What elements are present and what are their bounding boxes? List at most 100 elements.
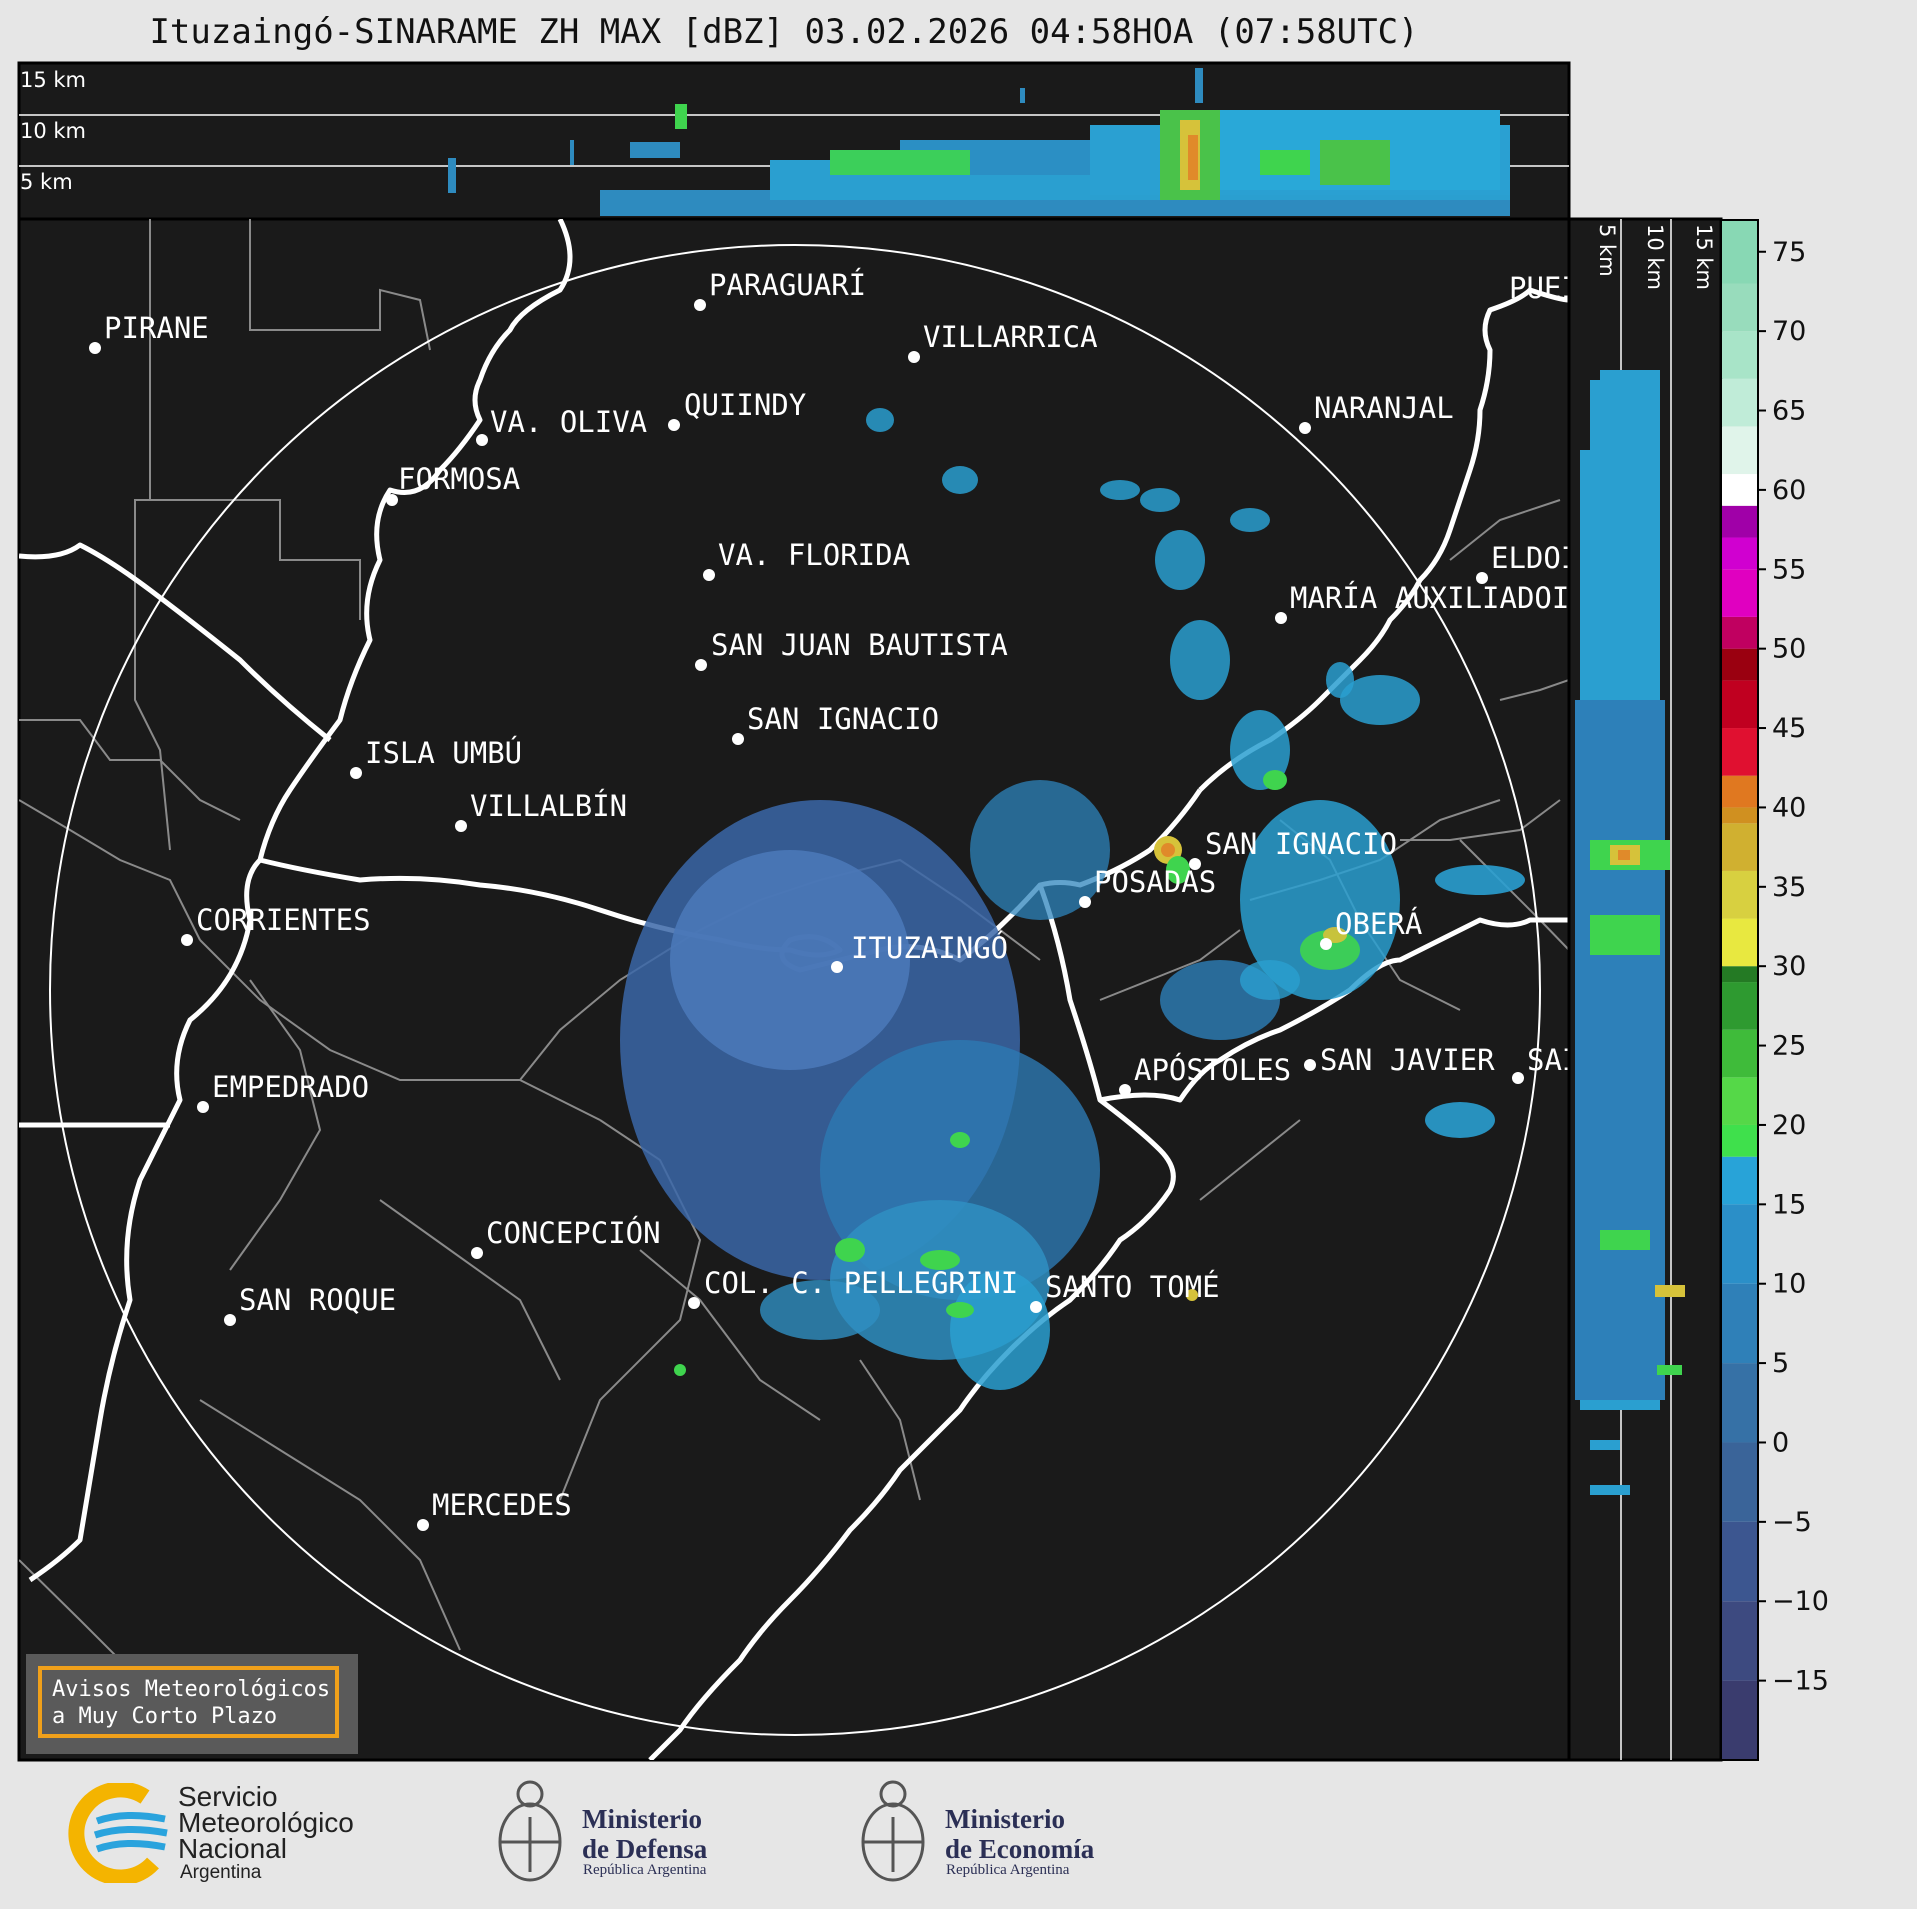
alerts-line-1: Avisos Meteorológicos [52, 1677, 331, 1702]
coat-of-arms-economia-icon [861, 1780, 925, 1882]
city-label: APÓSTOLES [1134, 1053, 1291, 1087]
city-label: SAI [1527, 1043, 1579, 1077]
colorbar-tick-label: 40 [1772, 792, 1806, 823]
colorbar-step [1721, 505, 1758, 538]
city-dot-col-c-pellegrini [688, 1297, 700, 1309]
colorbar-step [1721, 775, 1758, 808]
city-label: PUEI [1509, 271, 1579, 305]
alerts-button[interactable]: Avisos Meteorológicos a Muy Corto Plazo [38, 1666, 339, 1738]
city-label: PIRANE [104, 311, 209, 345]
city-label: ELDOI [1491, 541, 1578, 575]
colorbar-tick-label: 45 [1772, 713, 1806, 744]
city-markers [89, 299, 1524, 1531]
colorbar-tick-label: 10 [1772, 1269, 1806, 1300]
colorbar-tick-label: −15 [1772, 1666, 1829, 1697]
city-label: POSADAS [1094, 865, 1216, 899]
map-title: Ituzaingó-SINARAME ZH MAX [dBZ] 03.02.20… [149, 12, 1419, 52]
city-dot-eldorado [1476, 572, 1488, 584]
colorbar-step [1721, 1124, 1758, 1157]
city-label: CONCEPCIÓN [486, 1216, 661, 1250]
city-label: VA. FLORIDA [718, 538, 910, 572]
top-panel-echoes [448, 68, 1510, 216]
colorbar-tick-label: 25 [1772, 1031, 1806, 1062]
city-dot-villarrica [908, 351, 920, 363]
defensa-logo-text: Ministerio de Defensa [582, 1804, 707, 1864]
colorbar-tick-label: 65 [1772, 396, 1806, 427]
city-label: MERCEDES [432, 1488, 572, 1522]
city-label: QUIINDY [684, 388, 806, 422]
alerts-line-2: a Muy Corto Plazo [52, 1704, 278, 1729]
colorbar-step [1721, 220, 1758, 284]
colorbar-step [1721, 870, 1758, 919]
city-label: ITUZAINGÓ [851, 931, 1008, 965]
city-dot-apostoles [1119, 1084, 1131, 1096]
smn-logo-sub: Argentina [180, 1862, 262, 1883]
city-label: SAN ROQUE [239, 1283, 396, 1317]
city-dot-maria-auxiliadora [1275, 612, 1287, 624]
colorbar-tick-label: 5 [1772, 1348, 1789, 1379]
city-dot-mercedes [417, 1519, 429, 1531]
economia-line-1: Ministerio [945, 1804, 1065, 1834]
city-label: COL. C. PELLEGRINI [704, 1266, 1018, 1300]
colorbar-tick-label: 0 [1772, 1427, 1789, 1458]
city-dot-posadas [1079, 896, 1091, 908]
city-dot-san-ignacio-ar [1189, 858, 1201, 870]
city-label: NARANJAL [1314, 391, 1454, 425]
top-label-15km: 15 km [20, 68, 86, 92]
city-dot-villalbin [455, 820, 467, 832]
city-dot-san-vicente [1512, 1072, 1524, 1084]
colorbar-step [1721, 1680, 1758, 1760]
colorbar-tick-label: −5 [1772, 1507, 1812, 1538]
city-label: FORMOSA [398, 462, 520, 496]
city-dot-pirane [89, 342, 101, 354]
colorbar-step [1721, 807, 1758, 824]
city-dot-ituzaingo [831, 961, 843, 973]
colorbar-step [1721, 1029, 1758, 1078]
colorbar-steps [1721, 220, 1758, 1760]
city-dot-concepcion [471, 1247, 483, 1259]
radar-echoes [620, 408, 1525, 1390]
radar-range-ring [49, 244, 1541, 1736]
defensa-line-1: Ministerio [582, 1804, 702, 1834]
city-label: SAN IGNACIO [747, 702, 939, 736]
side-label-10km: 10 km [1643, 224, 1667, 290]
city-dot-san-ignacio-py [732, 733, 744, 745]
city-dot-isla-umbu [350, 767, 362, 779]
city-dot-paraguari [694, 299, 706, 311]
colorbar-tick-label: −10 [1772, 1586, 1829, 1617]
side-vertical-section: 5 km 10 km 15 km [1567, 217, 1723, 1762]
colorbar-step [1721, 474, 1758, 506]
colorbar-step [1721, 1283, 1758, 1364]
city-label: SANTO TOMÉ [1045, 1270, 1220, 1304]
city-label: SAN IGNACIO [1205, 827, 1397, 861]
coat-of-arms-defensa-icon [498, 1780, 562, 1882]
colorbar-tick-label: 70 [1772, 316, 1806, 347]
city-dot-formosa [386, 494, 398, 506]
side-label-15km: 15 km [1692, 224, 1716, 290]
colorbar-tick-label: 15 [1772, 1189, 1806, 1220]
city-dot-san-javier [1304, 1059, 1316, 1071]
city-label: CORRIENTES [196, 903, 371, 937]
city-label: SAN JAVIER [1320, 1043, 1495, 1077]
city-label: SAN JUAN BAUTISTA [711, 628, 1008, 662]
colorbar-step [1721, 728, 1758, 776]
colorbar-step [1721, 1601, 1758, 1681]
city-label: VILLARRICA [923, 320, 1098, 354]
defensa-logo-sub: República Argentina [583, 1862, 707, 1878]
colorbar-step [1721, 1442, 1758, 1522]
colorbar-step [1721, 283, 1758, 332]
colorbar-step [1721, 1521, 1758, 1602]
city-dot-naranjal [1299, 422, 1311, 434]
top-label-10km: 10 km [20, 119, 86, 143]
colorbar-step [1721, 648, 1758, 681]
city-label: OBERÁ [1335, 907, 1422, 941]
colorbar-tick-label: 60 [1772, 475, 1806, 506]
city-dot-va-florida [703, 569, 715, 581]
map-panel: PIRANE PARAGUARÍ VILLARRICA QUIINDY VA. … [17, 217, 1579, 1762]
colorbar-tick-label: 55 [1772, 554, 1806, 585]
colorbar-step [1721, 918, 1758, 967]
smn-logo-icon [68, 1783, 168, 1883]
colorbar-tick-label: 75 [1772, 237, 1806, 268]
city-dot-obera [1320, 938, 1332, 950]
